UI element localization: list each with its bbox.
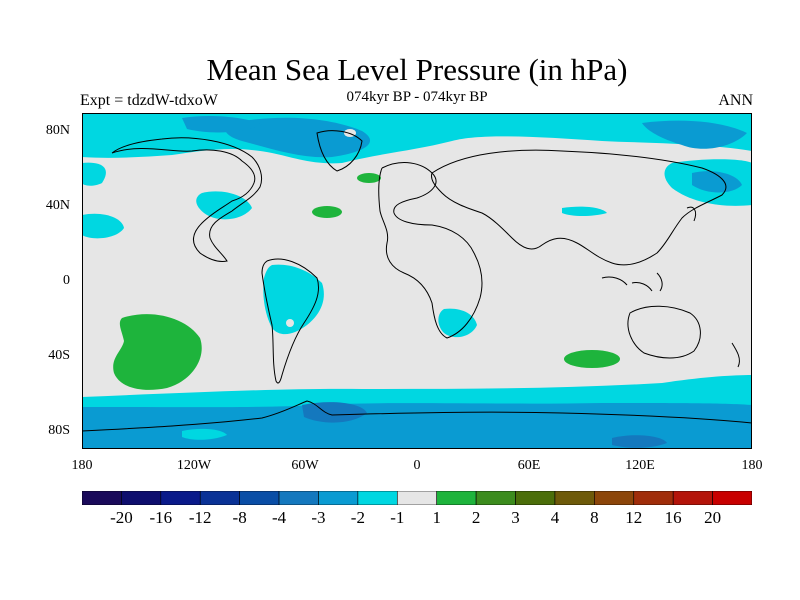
colorbar-swatch [357, 491, 398, 505]
colorbar-swatch [475, 491, 516, 505]
indonesia-coast [601, 272, 663, 292]
lon-label-60e: 60E [517, 458, 541, 473]
arctic-negative-core-east [642, 120, 747, 149]
colorbar-swatch [396, 491, 438, 505]
colorbar-swatch [318, 491, 359, 505]
colorbar-tick-label: 8 [590, 508, 599, 527]
arctic-negative-core [225, 117, 371, 158]
experiment-label: Expt = tdzdW-tdxoW [80, 92, 218, 109]
colorbar-tick-label: -4 [271, 508, 287, 527]
colorbar-swatch [278, 491, 319, 505]
antarctica-coast [82, 400, 752, 432]
southern-ocean-band-2 [82, 403, 752, 449]
colorbar-tick-label: -12 [188, 508, 212, 527]
colorbar-swatch [160, 491, 201, 505]
colorbar-tick-label: 12 [625, 508, 643, 527]
colorbar-tick-label: 3 [511, 508, 520, 527]
colorbar-tick-label: 20 [704, 508, 722, 527]
south-america-coast [261, 258, 319, 384]
colorbar-tick-label: -20 [110, 508, 133, 527]
positive-patch-atlantic [357, 173, 381, 183]
positive-patch-mediterranean [312, 206, 342, 218]
colorbar-tick-label: 16 [664, 508, 682, 527]
lat-label-40s: 40S [48, 348, 70, 363]
southern-africa-negative [438, 308, 477, 338]
colorbar-swatch [239, 491, 280, 505]
asia-coast [431, 149, 727, 266]
colorbar-swatch [554, 491, 595, 505]
pressure-map [82, 113, 752, 449]
colorbar-tick-label: -3 [311, 508, 326, 527]
colorbar-tick-label: 1 [432, 508, 441, 527]
colorbar-tick-label: 2 [471, 508, 481, 527]
colorbar-swatch [121, 491, 162, 505]
east-pacific-negative [82, 213, 124, 239]
japan-coast [686, 206, 697, 222]
europe-africa-coast [378, 162, 483, 339]
australia-coast [627, 305, 701, 359]
south-america-negative [263, 264, 324, 335]
north-pacific-negative-core [692, 171, 742, 193]
lon-label-0: 0 [413, 458, 421, 473]
lon-label-120e: 120E [625, 458, 655, 473]
plot-title: Mean Sea Level Pressure (in hPa) [206, 52, 628, 87]
antarctic-light-patch [182, 428, 227, 440]
lon-label-60w: 60W [291, 458, 319, 473]
south-pacific-positive [113, 314, 202, 390]
greenland-coast [316, 130, 363, 172]
colorbar-tick-label: -2 [350, 508, 365, 527]
colorbar-swatch [515, 491, 556, 505]
pacific-negative-west [82, 162, 106, 186]
indian-ocean-positive [564, 350, 620, 368]
plot-subtitle: 074kyr BP - 074kyr BP [346, 89, 488, 105]
lat-label-0: 0 [63, 273, 70, 288]
colorbar-swatch [712, 491, 752, 505]
lat-label-40n: 40N [45, 198, 70, 213]
antarctic-negative-core-2 [612, 435, 667, 448]
north-america-coast [111, 137, 263, 262]
colorbar-swatch [82, 491, 122, 505]
colorbar-tick-label: 4 [550, 508, 560, 527]
arctic-negative-core-west [182, 115, 262, 133]
lon-label-120w: 120W [176, 458, 212, 473]
colorbar-tick-label: -1 [390, 508, 405, 527]
coastlines [82, 130, 752, 432]
lon-label-180w: 180 [71, 458, 93, 473]
colorbar-swatch [633, 491, 674, 505]
lat-label-80s: 80S [48, 423, 70, 438]
lon-label-180e: 180 [741, 458, 763, 473]
asia-negative-patch [562, 206, 607, 216]
colorbar-swatch [672, 491, 713, 505]
map-frame [82, 113, 752, 449]
colorbar-swatch [436, 491, 477, 505]
colorbar-tick-label: -16 [149, 508, 173, 527]
colorbar-swatch [199, 491, 240, 505]
colorbar-swatch [594, 491, 635, 505]
south-america-gap [286, 319, 294, 327]
new-zealand-coast [731, 342, 740, 368]
lat-label-80n: 80N [45, 123, 70, 138]
colorbar [82, 491, 752, 505]
season-label: ANN [718, 92, 753, 109]
colorbar-tick-label: -8 [232, 508, 247, 527]
